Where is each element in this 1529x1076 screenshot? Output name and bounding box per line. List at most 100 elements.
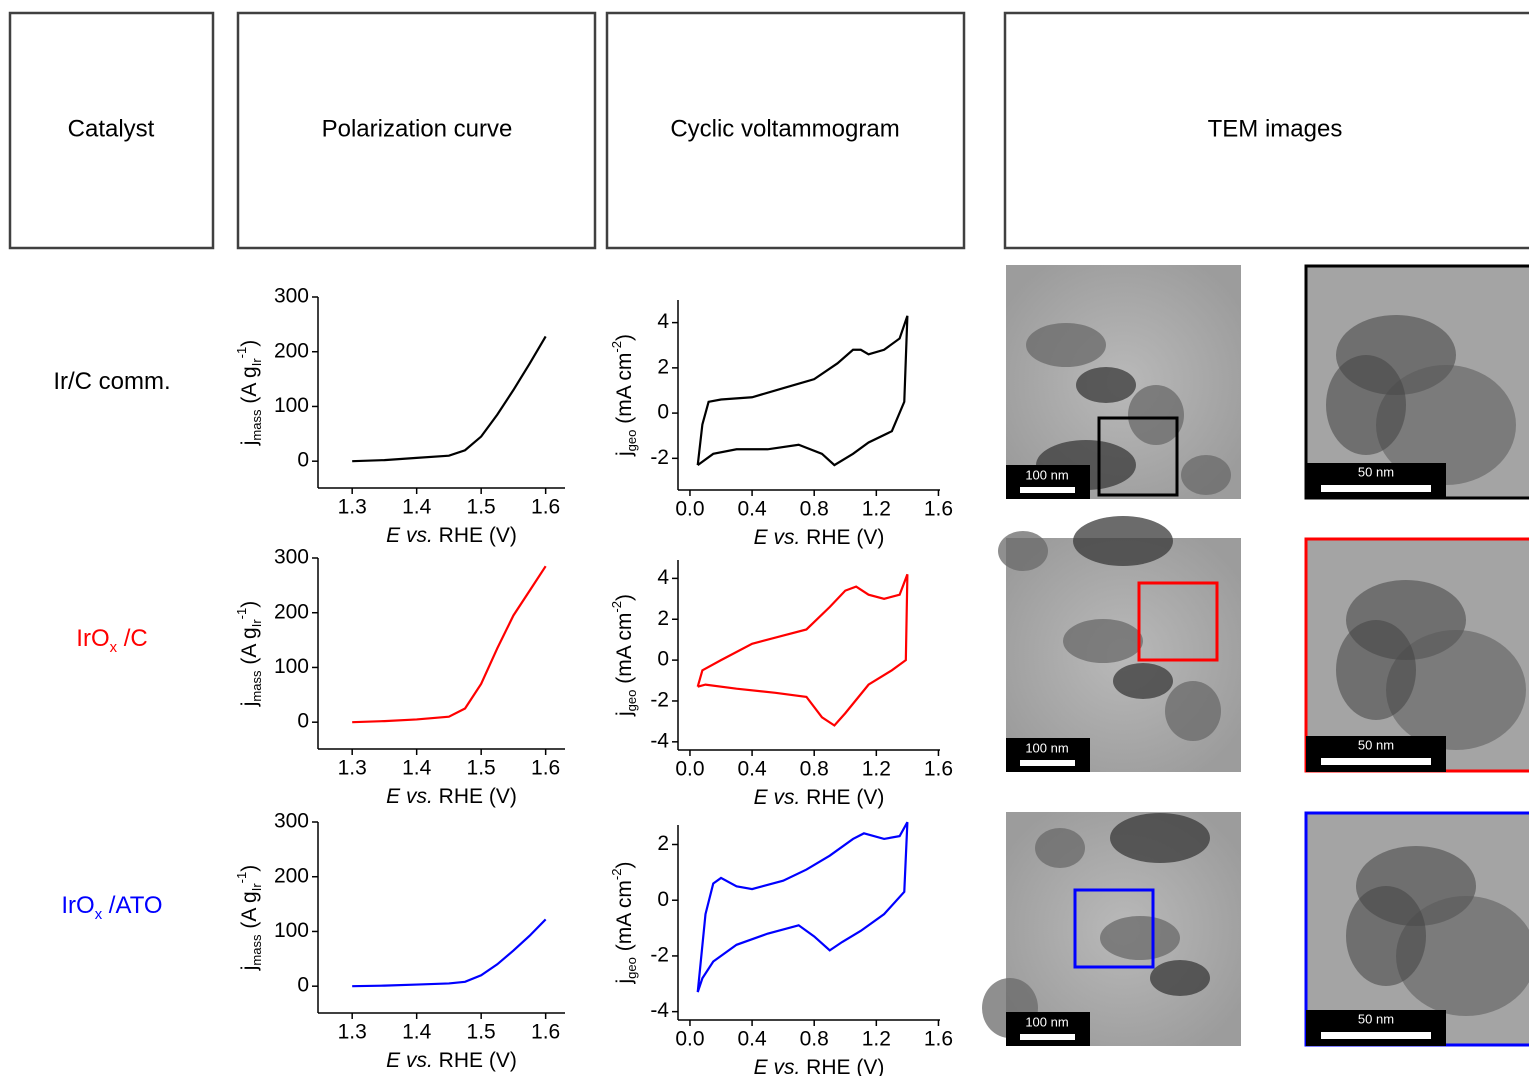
- y-tick-label: 300: [274, 285, 309, 308]
- label-part: E: [754, 526, 769, 549]
- scale-bar: [1321, 485, 1431, 492]
- data-line: [352, 335, 547, 463]
- y-tick-label: 0: [297, 449, 309, 472]
- y-tick-label: 2: [657, 355, 669, 378]
- y-axis-label: jgeo (mA cm-2): [609, 862, 639, 985]
- x-tick-label: 0.8: [800, 1028, 829, 1051]
- y-tick-label: 0: [657, 648, 669, 671]
- tem-particle: [1336, 620, 1416, 720]
- label-part: vs.: [400, 785, 433, 808]
- y-tick-label: 2: [657, 832, 669, 855]
- y-tick-label: -2: [650, 446, 669, 469]
- label-part: (A g: [238, 891, 261, 934]
- label-part: -1: [234, 608, 249, 620]
- y-tick-label: 300: [274, 546, 309, 569]
- tem-particle: [1181, 455, 1231, 495]
- label-part: E: [754, 786, 769, 809]
- y-tick-label: 200: [274, 864, 309, 887]
- x-axis-label: E vs. RHE (V): [754, 1056, 885, 1076]
- x-tick-label: 1.2: [862, 1028, 891, 1051]
- y-axis-label: jmass (A gIr-1): [234, 340, 264, 447]
- y-tick-label: 4: [657, 566, 669, 589]
- label-part: ): [238, 601, 261, 608]
- label-part: RHE (V): [800, 1056, 884, 1076]
- label-part: RHE (V): [800, 526, 884, 549]
- y-tick-label: 100: [274, 655, 309, 678]
- label-part: E: [386, 524, 401, 547]
- scale-bar-bg: [1006, 1012, 1090, 1046]
- x-axis-label: E vs. RHE (V): [754, 786, 885, 809]
- x-tick-label: 1.4: [402, 496, 432, 519]
- data-line: [696, 573, 909, 727]
- label-part: (A g: [238, 627, 261, 670]
- label-part: Ir: [249, 883, 264, 892]
- x-tick-label: 1.5: [467, 1021, 496, 1044]
- tem-particle: [1128, 385, 1184, 445]
- scale-bar: [1321, 758, 1431, 765]
- data-line: [352, 565, 547, 724]
- y-tick-label: 200: [274, 600, 309, 623]
- scale-bar-bg: [1006, 738, 1090, 772]
- label-part: -2: [609, 869, 624, 881]
- scale-bar-label: 50 nm: [1358, 1011, 1394, 1026]
- y-tick-label: 2: [657, 607, 669, 630]
- x-tick-label: 0.0: [675, 498, 704, 521]
- y-tick-label: 0: [297, 974, 309, 997]
- tem-zoom-box: [1073, 888, 1155, 969]
- scale-bar: [1321, 1032, 1431, 1039]
- header-box: [605, 11, 966, 250]
- header-box: [8, 11, 215, 250]
- label-part: j: [613, 711, 636, 717]
- x-tick-label: 0.4: [737, 1028, 767, 1051]
- scale-bar-label: 100 nm: [1025, 467, 1068, 482]
- x-tick-label: 1.3: [338, 496, 367, 519]
- y-tick-label: 100: [274, 394, 309, 417]
- tem-particle: [1386, 630, 1526, 750]
- x-tick-label: 0.8: [800, 498, 829, 521]
- tem-particle: [1376, 365, 1516, 485]
- label-part: (mA cm: [613, 613, 636, 690]
- label-part: /ATO: [102, 892, 162, 919]
- label-part: -2: [609, 601, 624, 613]
- tem-particle: [1326, 355, 1406, 455]
- scale-bar-label: 50 nm: [1358, 464, 1394, 479]
- header-label: Catalyst: [68, 115, 155, 142]
- label-part: mass: [249, 934, 264, 966]
- x-tick-label: 0.0: [675, 1028, 704, 1051]
- label-part: vs.: [768, 786, 801, 809]
- tem-particle: [1165, 681, 1221, 741]
- label-part: vs.: [400, 1049, 433, 1072]
- label-part: Ir/C comm.: [53, 368, 170, 395]
- label-part: ): [238, 865, 261, 872]
- header-label: Cyclic voltammogram: [670, 115, 899, 142]
- label-part: vs.: [400, 524, 433, 547]
- x-axis-label: E vs. RHE (V): [386, 785, 517, 808]
- label-part: IrO: [61, 892, 94, 919]
- scale-bar-bg: [1306, 736, 1446, 772]
- label-part: j: [238, 702, 261, 708]
- tem-particle: [1073, 516, 1173, 566]
- label-part: j: [238, 441, 261, 447]
- catalyst-label: IrOx /ATO: [61, 892, 162, 923]
- scale-bar-label: 100 nm: [1025, 1014, 1068, 1029]
- label-part: geo: [624, 430, 639, 452]
- y-tick-label: 0: [657, 401, 669, 424]
- scale-bar-bg: [1306, 1010, 1446, 1046]
- y-tick-label: 0: [657, 888, 669, 911]
- label-part: ): [613, 594, 636, 601]
- label-part: -2: [609, 341, 624, 353]
- tem-particle: [998, 531, 1048, 571]
- x-tick-label: 1.3: [338, 757, 367, 780]
- label-part: vs.: [768, 1056, 801, 1076]
- label-part: E: [754, 1056, 769, 1076]
- tem-particle: [1113, 663, 1173, 699]
- y-tick-label: -4: [650, 729, 669, 752]
- x-tick-label: 1.6: [924, 498, 953, 521]
- y-tick-label: 200: [274, 339, 309, 362]
- label-part: -1: [234, 347, 249, 359]
- x-tick-label: 1.5: [467, 757, 496, 780]
- tem-particle: [1026, 323, 1106, 367]
- header-label: Polarization curve: [322, 115, 513, 142]
